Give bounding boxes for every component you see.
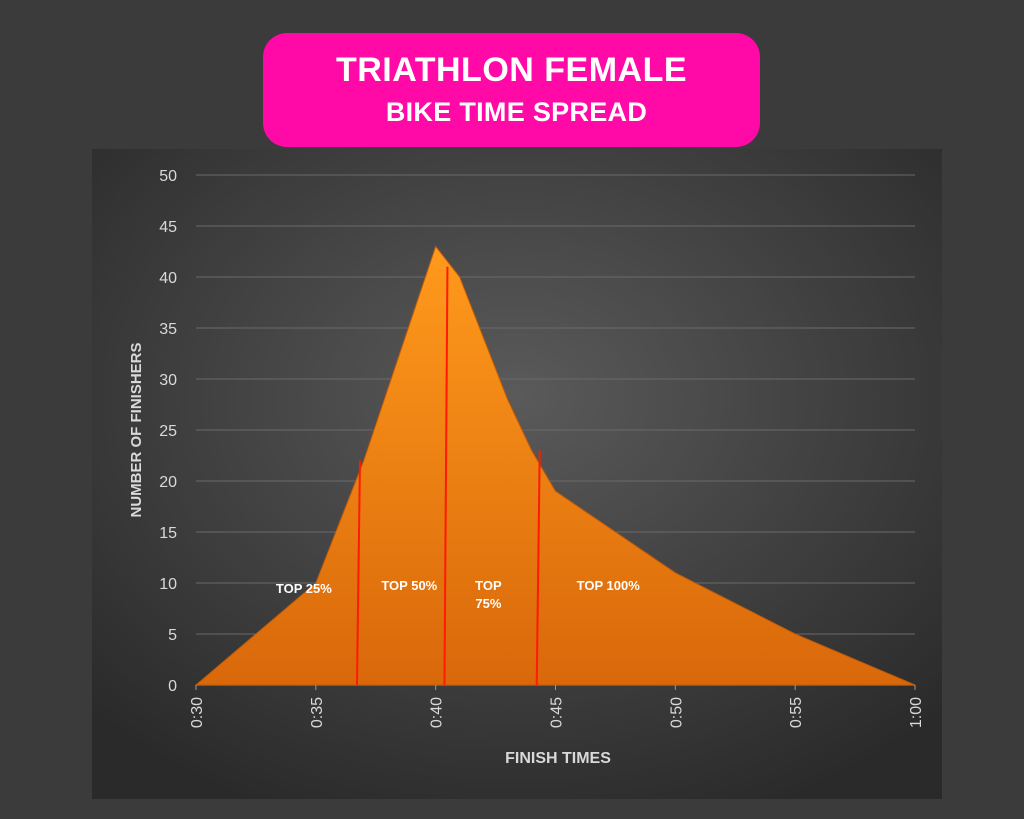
x-tick-label: 0:55 — [788, 697, 805, 728]
title-banner: TRIATHLON FEMALE BIKE TIME SPREAD — [263, 33, 760, 147]
y-tick-label: 30 — [159, 372, 177, 389]
y-tick-label: 40 — [159, 270, 177, 287]
area-chart: 0 5 10 15 20 25 30 35 40 45 50 0:30 0:35 0:40 0:45 0:5… — [92, 149, 942, 799]
x-tick-label: 0:30 — [189, 697, 206, 728]
divider-layer — [355, 266, 541, 686]
x-tick-label: 0:45 — [549, 697, 566, 728]
x-axis-label: FINISH TIMES — [505, 750, 611, 767]
x-tick-label: 0:50 — [668, 697, 685, 728]
y-tick-labels: 0 5 10 15 20 25 30 35 40 45 50 — [159, 168, 177, 695]
divider-line-3 — [535, 450, 541, 686]
chart-panel: 0 5 10 15 20 25 30 35 40 45 50 0:30 0:35 0:40 0:45 0:5… — [92, 149, 942, 799]
x-tick-label: 1:00 — [908, 697, 925, 728]
divider-line-1 — [355, 460, 361, 686]
divider-line-2 — [443, 266, 449, 686]
y-tick-label: 35 — [159, 321, 177, 338]
y-axis-label: NUMBER OF FINISHERS — [128, 342, 145, 517]
annotation-label-4: TOP 100% — [577, 578, 641, 593]
chart-subtitle: BIKE TIME SPREAD — [385, 97, 648, 127]
area-series — [194, 245, 916, 686]
annotations: TOP 25% TOP 50% TOP 75% TOP 100% — [276, 578, 640, 611]
y-tick-label: 50 — [159, 168, 177, 185]
y-tick-label: 0 — [168, 678, 177, 695]
annotation-label-1: TOP 25% — [276, 581, 332, 596]
y-tick-label: 25 — [159, 423, 177, 440]
annotation-label-3: TOP 75% — [475, 578, 502, 611]
annotation-label-2: TOP 50% — [381, 578, 437, 593]
y-tick-label: 20 — [159, 474, 177, 491]
area-layer — [194, 245, 916, 686]
x-tick-label: 0:40 — [429, 697, 446, 728]
x-tick-labels: 0:30 0:35 0:40 0:45 0:50 0:55 1:00 — [189, 685, 925, 728]
y-tick-label: 45 — [159, 219, 177, 236]
chart-title: TRIATHLON FEMALE — [335, 51, 688, 89]
y-tick-label: 5 — [168, 627, 177, 644]
x-tick-label: 0:35 — [309, 697, 326, 728]
y-tick-label: 10 — [159, 576, 177, 593]
y-tick-label: 15 — [159, 525, 177, 542]
